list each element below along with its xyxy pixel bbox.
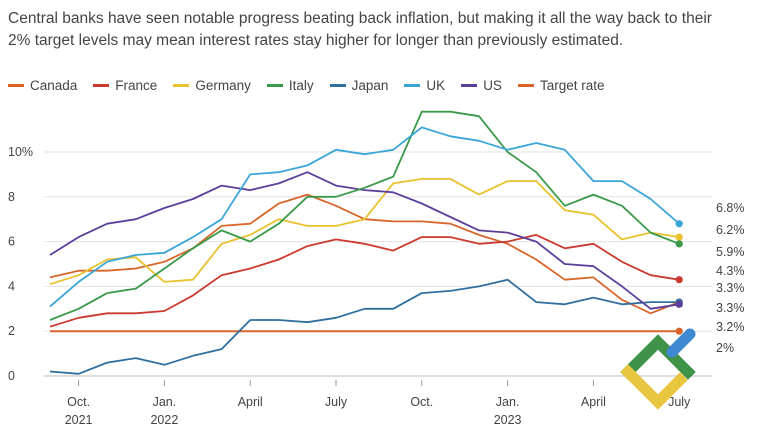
series-line-japan [49, 278, 680, 375]
x-tick-label-4: Oct. [410, 395, 433, 409]
x-tick-label-5: Jan. [496, 395, 520, 409]
y-tick-label-6: 6 [8, 235, 15, 249]
series-end-dot-france [675, 276, 683, 284]
x-tick-label-0: Oct. [67, 395, 90, 409]
legend-label-us: US [483, 78, 502, 93]
end-label-2: 5.9% [716, 245, 745, 259]
x-tick-label-3: July [325, 395, 348, 409]
chart-subtitle: Central banks have seen notable progress… [8, 10, 712, 49]
x-tick-label-2: April [238, 395, 263, 409]
legend-item-us: US [461, 78, 502, 93]
series-end-dot-us [675, 300, 683, 308]
end-label-3: 4.3% [716, 264, 745, 278]
series-line-us [49, 171, 680, 310]
y-tick-label-0: 0 [8, 369, 15, 383]
series-end-dot-germany [675, 233, 683, 241]
legend-item-japan: Japan [329, 78, 389, 93]
legend-label-germany: Germany [195, 78, 251, 93]
x-tick-label-7: July [668, 395, 691, 409]
legend-item-italy: Italy [266, 78, 314, 93]
y-tick-label-8: 8 [8, 190, 15, 204]
y-tick-label-4: 4 [8, 279, 15, 293]
x-axis-ticks: Oct. 2021 Jan. 2022 April July Oct. Jan. 2023 Apr… [65, 380, 691, 427]
x-tick-label-6: April [581, 395, 606, 409]
legend-item-canada: Canada [8, 78, 77, 93]
series-end-dot-italy [675, 240, 683, 248]
legend-label-italy: Italy [288, 78, 314, 93]
y-axis-ticks: 0 2 4 6 8 10% [8, 145, 33, 383]
end-label-6: 3.2% [716, 320, 745, 334]
y-tick-label-2: 2 [8, 324, 15, 338]
legend-swatch-france [93, 84, 110, 87]
series-line-uk [49, 126, 680, 308]
series-line-germany [49, 177, 680, 286]
end-value-labels: 6.8% 6.2% 5.9% 4.3% 3.3% 3.3% 3.2% 2% [716, 201, 745, 355]
x-tick-year-5: 2023 [494, 413, 522, 427]
legend-item-france: France [93, 78, 157, 93]
legend-label-france: France [115, 78, 158, 93]
end-label-0: 6.8% [716, 201, 745, 215]
chart-legend: Canada France Germany Italy Japan UK US … [8, 78, 605, 93]
chart-series-lines [49, 110, 680, 375]
legend-swatch-canada [8, 84, 24, 87]
legend-label-target-rate: Target rate [539, 78, 605, 93]
legend-swatch-germany [173, 84, 190, 87]
series-line-italy [49, 110, 680, 321]
end-label-4: 3.3% [716, 281, 745, 295]
legend-swatch-italy [266, 84, 283, 87]
end-label-7: 2% [716, 341, 734, 355]
legend-label-uk: UK [426, 78, 446, 93]
end-label-1: 6.2% [716, 223, 745, 237]
legend-swatch-us [461, 84, 478, 87]
end-label-5: 3.3% [716, 301, 745, 315]
x-tick-year-0: 2021 [65, 413, 93, 427]
series-line-france [49, 233, 680, 328]
legend-swatch-uk [404, 84, 421, 87]
legend-label-canada: Canada [30, 78, 78, 93]
x-tick-year-1: 2022 [150, 413, 178, 427]
legend-item-uk: UK [404, 78, 445, 93]
chart-end-markers [675, 220, 683, 335]
series-end-dot-target-rate [675, 327, 683, 335]
x-tick-label-1: Jan. [153, 395, 177, 409]
series-end-dot-uk [675, 220, 683, 228]
legend-swatch-target-rate [517, 84, 534, 87]
watermark-logo-icon [620, 328, 696, 410]
legend-item-germany: Germany [173, 78, 251, 93]
legend-swatch-japan [329, 84, 346, 87]
y-tick-label-10: 10% [8, 145, 33, 159]
legend-label-japan: Japan [351, 78, 389, 93]
legend-item-target-rate: Target rate [517, 78, 605, 93]
